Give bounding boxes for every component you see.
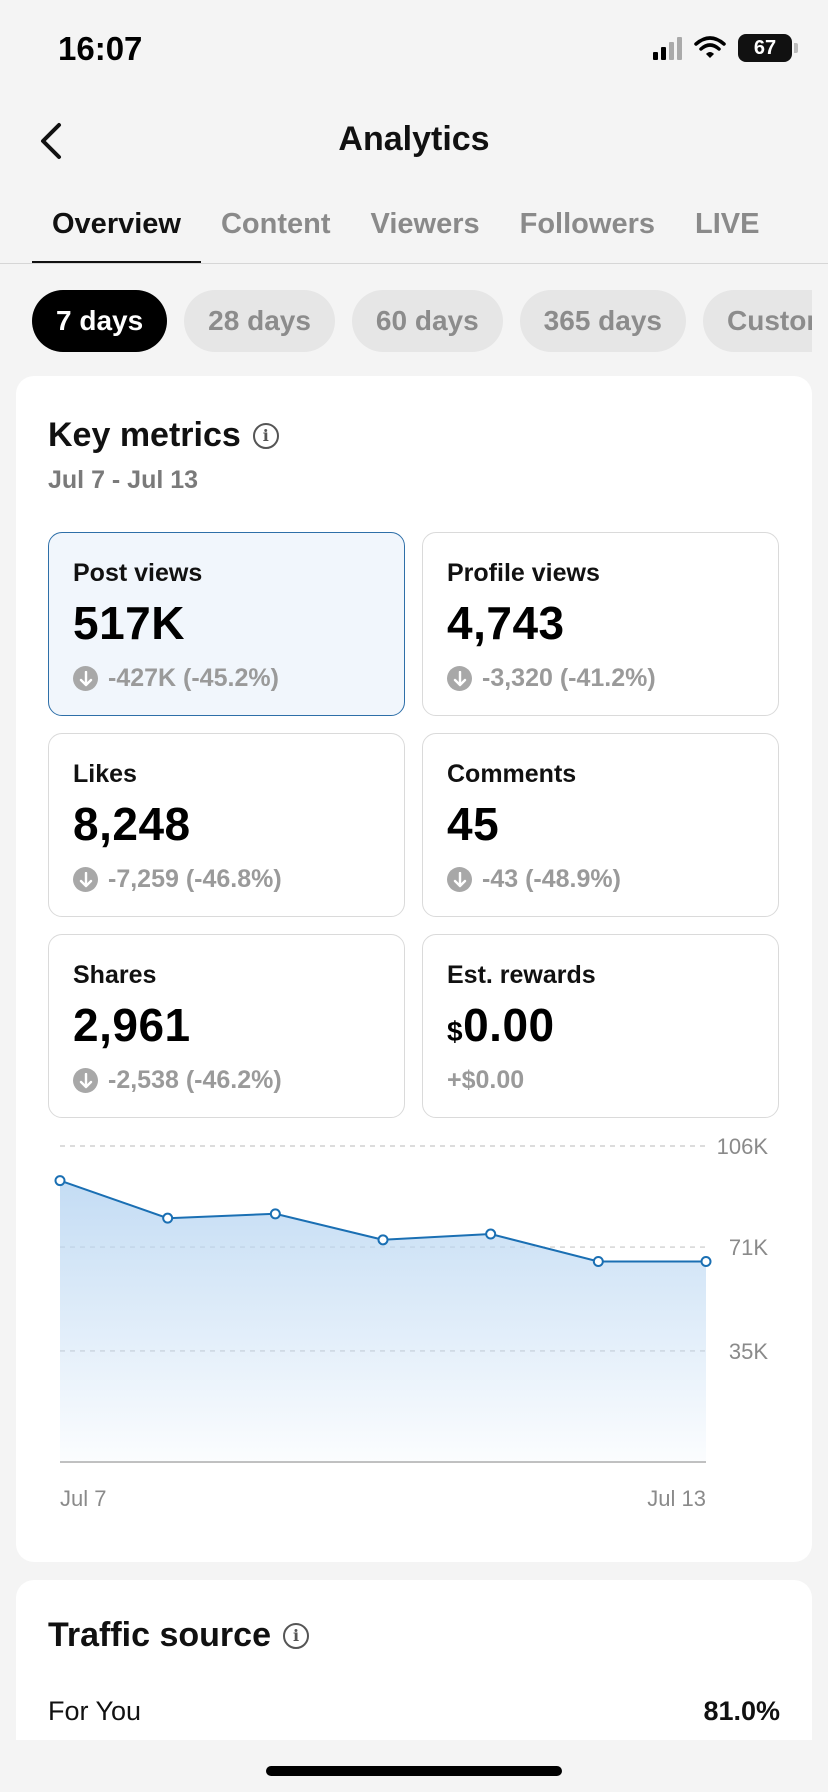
arrow-down-icon bbox=[447, 867, 472, 892]
y-tick-label: 106K bbox=[717, 1136, 769, 1159]
traffic-row[interactable]: For You 81.0% bbox=[48, 1696, 780, 1727]
battery-icon: 67 bbox=[738, 34, 798, 62]
chevron-left-icon bbox=[41, 123, 61, 159]
y-tick-label: 71K bbox=[729, 1235, 768, 1260]
chart-area bbox=[60, 1180, 706, 1462]
metric-delta-text: +$0.00 bbox=[447, 1066, 525, 1094]
metric-label: Post views bbox=[73, 559, 203, 587]
metric-label: Likes bbox=[73, 760, 137, 788]
metric-delta-text: -2,538 (-46.2%) bbox=[108, 1066, 282, 1094]
metric-likes[interactable]: Likes 8,248 -7,259 (-46.8%) bbox=[48, 733, 405, 917]
chart-point[interactable] bbox=[485, 1228, 497, 1240]
info-icon[interactable]: i bbox=[282, 1622, 309, 1649]
home-indicator bbox=[266, 1766, 562, 1776]
metric-delta: -2,538 (-46.2%) bbox=[73, 1066, 380, 1095]
metric-label: Shares bbox=[73, 961, 157, 989]
chart-point[interactable] bbox=[700, 1255, 712, 1267]
range-custom[interactable]: Custom bbox=[703, 290, 812, 352]
metric-shares[interactable]: Shares 2,961 -2,538 (-46.2%) bbox=[48, 934, 405, 1118]
traffic-source-card: Traffic source i For You 81.0% bbox=[16, 1580, 812, 1740]
wifi-icon bbox=[694, 36, 726, 58]
arrow-down-icon bbox=[447, 666, 472, 691]
signal-icon bbox=[653, 36, 682, 60]
metric-est-rewards[interactable]: Est. rewards $0.00 +$0.00 bbox=[422, 934, 779, 1118]
arrow-down-icon bbox=[73, 867, 98, 892]
status-bar: 16:07 67 bbox=[0, 0, 828, 100]
back-button[interactable] bbox=[26, 116, 76, 166]
nav-header: Analytics bbox=[0, 100, 828, 182]
metric-post-views[interactable]: Post views 517K -427K (-45.2%) bbox=[48, 532, 405, 716]
traffic-source-value: 81.0% bbox=[703, 1696, 780, 1726]
metric-delta: -7,259 (-46.8%) bbox=[73, 865, 380, 894]
metric-label: Comments bbox=[447, 760, 577, 788]
metric-label: Profile views bbox=[447, 559, 600, 587]
arrow-down-icon bbox=[73, 1068, 98, 1093]
metric-delta-text: -427K (-45.2%) bbox=[108, 664, 279, 692]
metric-delta-text: -7,259 (-46.8%) bbox=[108, 865, 282, 893]
metric-comments[interactable]: Comments 45 -43 (-48.9%) bbox=[422, 733, 779, 917]
traffic-source-title: Traffic source bbox=[48, 1616, 271, 1654]
status-time: 16:07 bbox=[58, 30, 143, 67]
info-icon[interactable]: i bbox=[252, 422, 279, 449]
tab-followers[interactable]: Followers bbox=[519, 208, 655, 240]
metric-delta: -3,320 (-41.2%) bbox=[447, 664, 754, 693]
chart-point[interactable] bbox=[54, 1175, 66, 1187]
key-metrics-card: Key metrics i Jul 7 - Jul 13 Post views … bbox=[16, 376, 812, 1562]
metric-delta: +$0.00 bbox=[447, 1066, 754, 1095]
x-tick-label: Jul 13 bbox=[647, 1486, 706, 1511]
chart-point[interactable] bbox=[269, 1208, 281, 1220]
chart-point[interactable] bbox=[162, 1212, 174, 1224]
arrow-down-icon bbox=[73, 666, 98, 691]
date-range-label: Jul 7 - Jul 13 bbox=[48, 466, 199, 494]
traffic-source-heading: Traffic source i bbox=[48, 1616, 309, 1655]
metric-delta: -43 (-48.9%) bbox=[447, 865, 754, 894]
y-tick-label: 35K bbox=[729, 1339, 768, 1364]
post-views-chart-svg: 35K 71K 106K Jul 7 Jul 13 bbox=[54, 1136, 769, 1511]
metric-label: Est. rewards bbox=[447, 961, 596, 989]
range-365-days[interactable]: 365 days bbox=[519, 290, 686, 352]
key-metrics-title: Key metrics bbox=[48, 416, 241, 454]
metric-value: 45 bbox=[447, 798, 500, 850]
metric-value: 4,743 bbox=[447, 597, 565, 649]
metric-delta-text: -43 (-48.9%) bbox=[482, 865, 621, 893]
post-views-chart: 35K 71K 106K Jul 7 Jul 13 bbox=[16, 1136, 812, 1516]
chart-point[interactable] bbox=[377, 1234, 389, 1246]
metric-profile-views[interactable]: Profile views 4,743 -3,320 (-41.2%) bbox=[422, 532, 779, 716]
metric-delta-text: -3,320 (-41.2%) bbox=[482, 664, 656, 692]
metric-value: 2,961 bbox=[73, 999, 191, 1051]
page-title: Analytics bbox=[338, 120, 490, 158]
metric-delta: -427K (-45.2%) bbox=[73, 664, 380, 693]
tab-overview[interactable]: Overview bbox=[32, 196, 201, 263]
key-metrics-heading: Key metrics i bbox=[48, 416, 279, 455]
tab-content[interactable]: Content bbox=[220, 208, 331, 240]
metric-grid: Post views 517K -427K (-45.2%) Profile v… bbox=[48, 532, 780, 1118]
traffic-source-label: For You bbox=[48, 1696, 142, 1726]
metric-value: $0.00 bbox=[447, 998, 754, 1052]
tab-viewers[interactable]: Viewers bbox=[370, 208, 480, 240]
metric-value: 517K bbox=[73, 597, 185, 649]
tab-live[interactable]: LIVE bbox=[694, 208, 760, 240]
metric-value: 8,248 bbox=[73, 798, 191, 850]
metric-value-number: 0.00 bbox=[463, 999, 555, 1051]
date-range-pills: 7 days 28 days 60 days 365 days Custom bbox=[32, 290, 812, 352]
tab-bar: Overview Content Viewers Followers LIVE bbox=[0, 196, 828, 264]
status-icons: 67 bbox=[653, 34, 798, 62]
currency-symbol: $ bbox=[447, 1016, 464, 1047]
range-7-days[interactable]: 7 days bbox=[32, 290, 168, 352]
chart-point[interactable] bbox=[592, 1255, 604, 1267]
x-tick-label: Jul 7 bbox=[60, 1486, 106, 1511]
range-60-days[interactable]: 60 days bbox=[351, 290, 503, 352]
range-28-days[interactable]: 28 days bbox=[184, 290, 335, 352]
